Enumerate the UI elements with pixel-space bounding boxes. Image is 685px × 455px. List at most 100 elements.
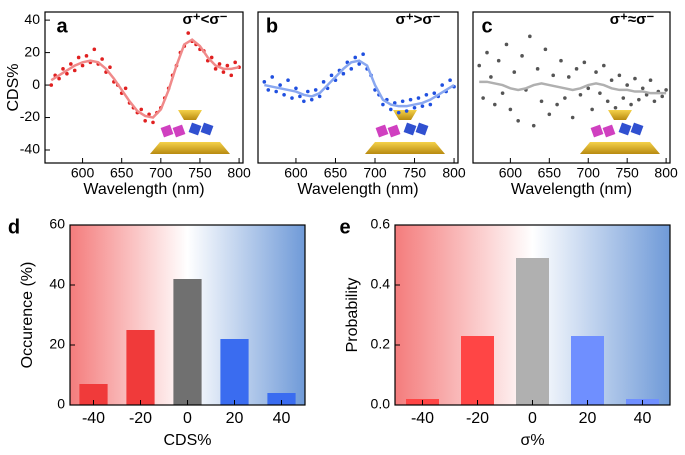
annotation: σ⁺<σ⁻ bbox=[182, 11, 227, 28]
data-point bbox=[61, 67, 65, 71]
data-point bbox=[321, 80, 326, 84]
x-tick-label: -20 bbox=[129, 410, 152, 427]
x-tick-label: 600 bbox=[71, 165, 95, 181]
data-point bbox=[282, 93, 286, 97]
data-point bbox=[609, 78, 614, 82]
data-point bbox=[547, 112, 552, 117]
data-point bbox=[123, 86, 128, 91]
x-axis-label: σ% bbox=[520, 432, 544, 449]
x-tick-label: 40 bbox=[634, 410, 652, 427]
x-tick-label: 600 bbox=[499, 165, 523, 181]
data-point bbox=[408, 97, 413, 102]
x-tick-label: 700 bbox=[577, 165, 601, 181]
data-point bbox=[516, 118, 520, 123]
data-point bbox=[381, 102, 385, 107]
data-point bbox=[108, 65, 112, 70]
data-point bbox=[578, 93, 583, 97]
data-point bbox=[440, 83, 444, 87]
data-point bbox=[664, 88, 668, 92]
data-point bbox=[329, 73, 334, 78]
y-axis-label: Occurence (%) bbox=[19, 262, 36, 369]
x-tick-label: 650 bbox=[324, 165, 348, 181]
data-point bbox=[270, 75, 275, 79]
x-tick-label: 20 bbox=[226, 410, 244, 427]
y-tick-label: 60 bbox=[49, 216, 65, 232]
data-point bbox=[644, 93, 649, 97]
data-point bbox=[69, 62, 73, 66]
x-tick-label: 700 bbox=[363, 165, 387, 181]
y-tick-label: 40 bbox=[49, 276, 65, 292]
data-point bbox=[262, 80, 267, 84]
data-point bbox=[586, 86, 591, 91]
data-point bbox=[353, 55, 358, 60]
data-point bbox=[625, 83, 629, 87]
data-point bbox=[528, 34, 532, 39]
y-tick-label: 0 bbox=[32, 76, 40, 92]
x-tick-label: -40 bbox=[411, 410, 434, 427]
data-point bbox=[629, 102, 633, 107]
data-point bbox=[217, 62, 222, 66]
y-tick-label: 0.4 bbox=[371, 276, 391, 292]
data-point bbox=[76, 55, 81, 60]
data-point bbox=[139, 107, 144, 112]
bar bbox=[571, 336, 604, 405]
data-point bbox=[286, 78, 290, 82]
data-point bbox=[404, 109, 409, 113]
y-tick-label: 20 bbox=[49, 336, 65, 352]
plot-frame bbox=[472, 11, 671, 164]
data-point bbox=[309, 97, 314, 102]
data-point bbox=[209, 55, 214, 60]
data-point bbox=[400, 99, 405, 104]
plot-frame bbox=[394, 224, 671, 406]
data-point bbox=[357, 62, 361, 66]
data-point bbox=[57, 76, 61, 81]
data-point bbox=[266, 88, 271, 92]
data-point bbox=[213, 67, 218, 71]
x-axis-label: Wavelength (nm) bbox=[511, 181, 632, 198]
data-point bbox=[143, 118, 147, 123]
data-point bbox=[349, 67, 354, 71]
data-point bbox=[416, 96, 421, 100]
data-point bbox=[80, 63, 85, 68]
illustration bbox=[580, 110, 660, 154]
data-point bbox=[582, 60, 587, 65]
data-point bbox=[424, 93, 429, 97]
data-point bbox=[500, 91, 505, 95]
fit-line bbox=[264, 59, 455, 108]
panel-letter: e bbox=[339, 216, 350, 238]
data-point bbox=[590, 107, 594, 112]
data-point bbox=[186, 31, 191, 35]
data-point bbox=[493, 102, 497, 107]
data-point bbox=[221, 70, 226, 74]
data-point bbox=[598, 91, 602, 95]
bar bbox=[79, 384, 108, 405]
data-point bbox=[298, 94, 302, 99]
illustration bbox=[365, 110, 445, 154]
panel-letter: b bbox=[266, 15, 278, 37]
annotation: σ⁺>σ⁻ bbox=[395, 11, 440, 28]
data-point bbox=[432, 91, 437, 95]
data-point bbox=[555, 102, 559, 107]
x-tick-label: 650 bbox=[538, 165, 562, 181]
data-point bbox=[420, 104, 425, 108]
data-point bbox=[633, 76, 637, 81]
x-tick-label: 800 bbox=[654, 165, 678, 181]
data-point bbox=[637, 97, 641, 102]
bar bbox=[173, 279, 202, 405]
bar bbox=[220, 339, 249, 405]
data-point bbox=[290, 96, 294, 100]
data-point bbox=[574, 67, 579, 71]
plot-frame bbox=[257, 11, 459, 164]
x-tick-label: 800 bbox=[227, 165, 251, 181]
y-tick-label: 0 bbox=[57, 396, 65, 412]
data-point bbox=[570, 115, 575, 120]
x-tick-label: -40 bbox=[82, 410, 105, 427]
data-point bbox=[302, 99, 306, 104]
data-point bbox=[648, 78, 653, 82]
data-point bbox=[602, 63, 606, 68]
x-tick-label: 40 bbox=[273, 410, 291, 427]
fit-line bbox=[479, 80, 667, 95]
plot-frame bbox=[69, 224, 306, 406]
y-tick-label: 20 bbox=[24, 43, 40, 59]
